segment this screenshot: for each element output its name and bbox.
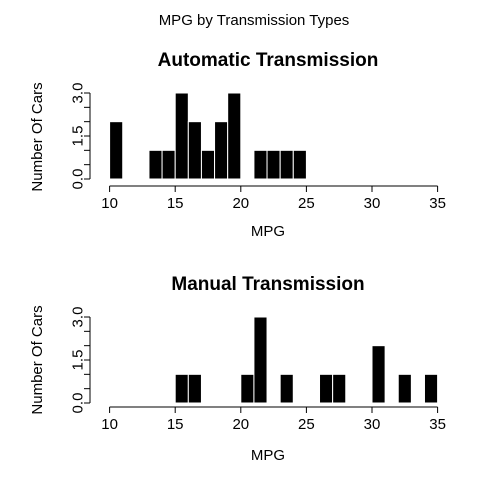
manual-bar-7 <box>371 345 386 404</box>
manual-bar-0 <box>174 373 189 404</box>
manual-bar-6 <box>332 373 347 404</box>
manual-bar-1 <box>187 373 202 404</box>
manual-bars <box>174 316 439 404</box>
manual-y-tick-label-3: 1.5 <box>70 350 87 371</box>
manual-axes: 10 15 20 25 30 35 0.0 1.5 3.0 <box>70 307 446 433</box>
automatic-bar-5 <box>200 149 216 180</box>
automatic-bar-2 <box>161 149 176 180</box>
automatic-panel-title: Automatic Transmission <box>158 50 379 71</box>
figure-title: MPG by Transmission Types <box>159 12 350 29</box>
automatic-histogram: Automatic Transmission Number Of Cars MP… <box>29 50 446 240</box>
automatic-x-tick-label-3: 25 <box>298 195 315 212</box>
automatic-axes: 10 15 20 25 30 35 0.0 1.5 3.0 <box>70 83 446 212</box>
automatic-x-axis-label: MPG <box>251 223 285 240</box>
automatic-bar-8 <box>253 149 268 180</box>
manual-bar-2 <box>240 373 255 404</box>
automatic-bar-0 <box>109 121 124 180</box>
manual-x-tick-label-0: 10 <box>101 416 118 433</box>
automatic-x-tick-label-0: 10 <box>101 195 118 212</box>
automatic-bar-9 <box>266 149 281 180</box>
manual-x-tick-label-4: 30 <box>364 416 381 433</box>
automatic-bar-3 <box>174 92 189 180</box>
automatic-x-tick-label-2: 20 <box>232 195 249 212</box>
manual-bar-8 <box>397 373 412 404</box>
manual-bar-5 <box>319 373 334 404</box>
manual-x-tick-label-2: 20 <box>232 416 249 433</box>
automatic-x-tick-label-4: 30 <box>364 195 381 212</box>
automatic-y-tick-label-0: 0.0 <box>70 169 87 190</box>
automatic-bars <box>109 92 307 180</box>
manual-y-tick-label-6: 3.0 <box>70 307 87 328</box>
manual-y-tick-label-0: 0.0 <box>70 393 87 414</box>
manual-bar-4 <box>279 373 294 404</box>
manual-x-axis-label: MPG <box>251 447 285 464</box>
automatic-y-tick-label-6: 3.0 <box>70 83 87 104</box>
automatic-bar-10 <box>279 149 294 180</box>
manual-x-tick-label-5: 35 <box>429 416 446 433</box>
manual-y-axis-label: Number Of Cars <box>29 305 46 414</box>
manual-panel-title: Manual Transmission <box>171 274 364 295</box>
automatic-bar-4 <box>187 121 202 180</box>
automatic-bar-6 <box>214 121 229 180</box>
manual-bar-9 <box>423 373 439 404</box>
automatic-bar-1 <box>148 149 163 180</box>
manual-x-tick-label-1: 15 <box>167 416 184 433</box>
manual-bar-3 <box>253 316 268 404</box>
automatic-y-axis-label: Number Of Cars <box>29 82 46 191</box>
automatic-bar-11 <box>292 149 307 180</box>
automatic-x-tick-label-1: 15 <box>167 195 184 212</box>
manual-x-tick-label-3: 25 <box>298 416 315 433</box>
manual-histogram: Manual Transmission Number Of Cars MPG 1… <box>29 274 446 464</box>
automatic-x-tick-label-5: 35 <box>429 195 446 212</box>
automatic-y-tick-label-3: 1.5 <box>70 126 87 147</box>
automatic-bar-7 <box>227 92 242 180</box>
